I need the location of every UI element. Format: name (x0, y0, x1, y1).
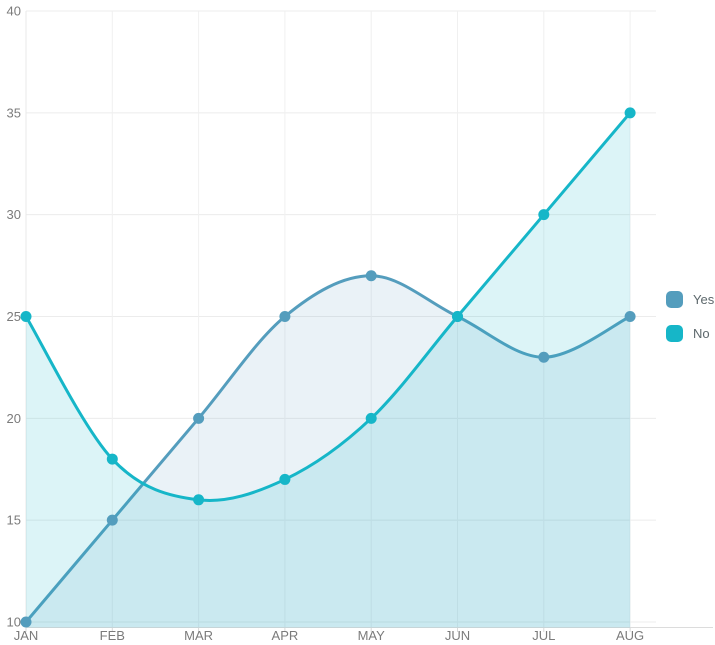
legend-swatch-no (666, 325, 683, 342)
data-point-yes-may[interactable] (365, 270, 377, 282)
chart-legend: Yes No (666, 291, 714, 342)
legend-item-yes[interactable]: Yes (666, 291, 714, 308)
data-point-yes-mar[interactable] (193, 412, 205, 424)
x-tick-label: JUL (532, 628, 555, 643)
y-tick-label: 25 (7, 309, 21, 324)
legend-swatch-yes (666, 291, 683, 308)
x-tick-label: MAR (184, 628, 213, 643)
series-area-yes (26, 275, 631, 628)
data-point-no-may[interactable] (365, 412, 377, 424)
data-point-yes-aug[interactable] (624, 311, 636, 322)
data-point-yes-jan[interactable] (20, 616, 32, 628)
x-tick-label: APR (272, 628, 299, 643)
data-point-yes-jul[interactable] (538, 351, 550, 363)
data-point-no-jul[interactable] (538, 209, 550, 221)
data-point-yes-feb[interactable] (106, 514, 118, 526)
y-tick-label: 35 (7, 105, 21, 120)
legend-label-yes: Yes (693, 292, 715, 307)
data-point-no-jun[interactable] (452, 311, 463, 322)
data-point-yes-apr[interactable] (279, 311, 291, 322)
y-tick-label: 10 (7, 615, 21, 630)
data-point-no-mar[interactable] (193, 494, 205, 506)
x-tick-label: JUN (445, 628, 470, 643)
data-point-no-feb[interactable] (106, 453, 118, 465)
y-tick-label: 20 (7, 411, 21, 426)
data-point-no-aug[interactable] (624, 107, 636, 119)
y-tick-label: 30 (7, 207, 21, 222)
data-point-no-jan[interactable] (20, 311, 32, 322)
y-tick-label: 40 (7, 4, 21, 19)
data-point-no-apr[interactable] (279, 473, 291, 485)
x-tick-label: MAY (358, 628, 386, 643)
series-area-no (26, 112, 631, 628)
x-tick-label: AUG (616, 628, 644, 643)
x-tick-label: FEB (100, 628, 125, 643)
y-tick-label: 15 (7, 513, 21, 528)
legend-label-no: No (693, 326, 710, 341)
legend-item-no[interactable]: No (666, 325, 714, 342)
x-tick-label: JAN (14, 628, 39, 643)
